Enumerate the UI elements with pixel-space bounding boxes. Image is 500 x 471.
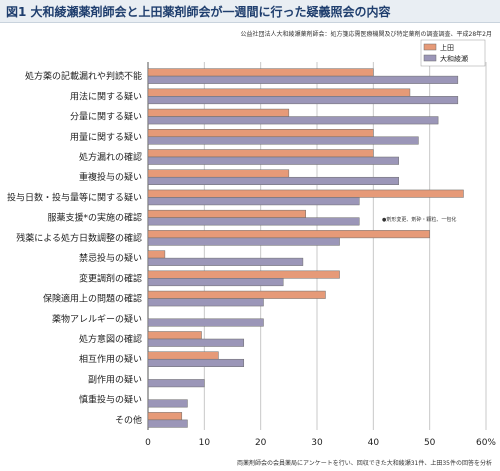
bar-yamato xyxy=(147,318,264,327)
bar-yamato xyxy=(147,379,205,388)
category-label: 処方薬の記載漏れや判読不能 xyxy=(25,70,142,82)
legend-label: 上田 xyxy=(440,43,454,52)
bar-ueda xyxy=(147,351,219,360)
bar-ueda xyxy=(147,290,326,299)
x-tick-label: 10 xyxy=(199,438,211,448)
bar-yamato xyxy=(147,96,459,105)
bar-ueda xyxy=(147,129,374,138)
bar-ueda xyxy=(147,68,374,77)
category-label: 慎重投与の疑い xyxy=(79,394,142,406)
category-label: 分量に関する疑い xyxy=(70,112,142,123)
bar-yamato xyxy=(147,358,245,367)
category-label: 副作用の疑い xyxy=(88,373,142,385)
annotation-note: ●剤形変更、剤砕・顆粒、一包化 xyxy=(382,216,456,223)
bar-yamato xyxy=(147,197,360,206)
category-label: 用法に関する疑い xyxy=(70,90,142,102)
category-label: 保険適用上の問題の確認 xyxy=(43,293,142,305)
category-label: 重複投与の疑い xyxy=(79,171,142,183)
bar-ueda xyxy=(147,149,374,158)
source-note: 公益社団法人大和綾瀬薬剤師会：処方箋応需医療機関及び特定薬剤の調査調査、平成28… xyxy=(240,31,492,38)
bar-yamato xyxy=(147,338,245,347)
legend-label: 大和綾瀬 xyxy=(440,54,468,63)
category-label: 投与日数・投与量等に関する疑い xyxy=(7,191,142,203)
x-tick-label: 60% xyxy=(476,438,496,448)
x-tick-label: 20 xyxy=(255,438,267,448)
bar-ueda xyxy=(147,169,290,178)
category-label: 禁忌投与の疑い xyxy=(79,252,142,264)
category-label: 変更調剤の確認 xyxy=(79,272,142,284)
bar-yamato xyxy=(147,136,419,145)
bar-yamato xyxy=(147,176,399,185)
x-tick-label: 40 xyxy=(368,438,380,448)
bar-ueda xyxy=(147,189,464,198)
x-tick-label: 0 xyxy=(145,438,151,448)
bar-ueda xyxy=(147,108,290,117)
legend-swatch xyxy=(423,43,437,51)
bar-yamato xyxy=(147,257,304,266)
x-tick-label: 50 xyxy=(424,438,436,448)
title-bar: 図1 大和綾瀬薬剤師会と上田薬剤師会が一週間に行った疑義照会の内容 xyxy=(0,0,500,23)
category-label: 相互作用の疑い xyxy=(79,353,142,365)
bar-ueda xyxy=(147,270,340,279)
footnote: 両薬剤師会の会員薬局にアンケートを行い、回収できた大和綾瀬31件、上田35件の回… xyxy=(236,460,492,467)
bar-yamato xyxy=(147,217,360,226)
x-tick-label: 30 xyxy=(311,438,323,448)
bar-ueda xyxy=(147,230,430,239)
category-label: 服薬支援*の実施の確認 xyxy=(47,212,142,224)
bar-ueda xyxy=(147,250,166,259)
bar-yamato xyxy=(147,419,188,428)
chart-title: 図1 大和綾瀬薬剤師会と上田薬剤師会が一週間に行った疑義照会の内容 xyxy=(6,5,391,19)
bar-yamato xyxy=(147,75,459,84)
category-label: 処方意図の確認 xyxy=(79,333,142,345)
bar-ueda xyxy=(147,88,411,97)
bar-ueda xyxy=(147,331,202,340)
category-label: 残薬による処方日数調整の確認 xyxy=(16,232,142,244)
bar-yamato xyxy=(147,156,399,165)
bar-ueda xyxy=(147,412,183,421)
category-label: その他 xyxy=(115,414,142,426)
bar-yamato xyxy=(147,278,284,287)
bar-yamato xyxy=(147,116,439,125)
bar-yamato xyxy=(147,298,264,307)
bar-yamato xyxy=(147,399,188,408)
bar-yamato xyxy=(147,237,340,246)
bar-ueda xyxy=(147,209,306,218)
legend-swatch xyxy=(423,54,437,62)
category-label: 処方漏れの確認 xyxy=(79,151,142,163)
category-label: 薬物アレルギーの疑い xyxy=(52,313,142,325)
category-label: 用量に関する疑い xyxy=(70,132,142,143)
